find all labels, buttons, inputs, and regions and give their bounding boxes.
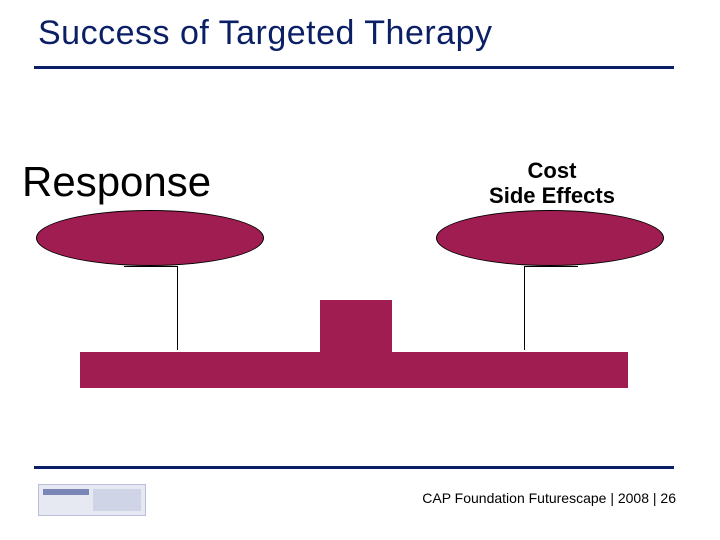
right-label-line1: Cost	[528, 158, 577, 183]
right-pan-ellipse	[436, 210, 664, 266]
right-label-line2: Side Effects	[489, 183, 615, 208]
slide: Success of Targeted Therapy Response Cos…	[0, 0, 720, 540]
footer-rule	[34, 466, 674, 469]
slide-title: Success of Targeted Therapy	[38, 14, 493, 53]
left-label: Response	[22, 158, 211, 206]
left-post	[124, 266, 178, 350]
beam-bar	[80, 352, 628, 388]
footer-text: CAP Foundation Futurescape | 2008 | 26	[422, 490, 676, 506]
footer-thumbnail-icon	[38, 484, 146, 516]
right-post	[524, 266, 578, 350]
left-pan-ellipse	[36, 210, 264, 266]
title-rule	[34, 66, 674, 69]
right-label: Cost Side Effects	[442, 158, 662, 209]
